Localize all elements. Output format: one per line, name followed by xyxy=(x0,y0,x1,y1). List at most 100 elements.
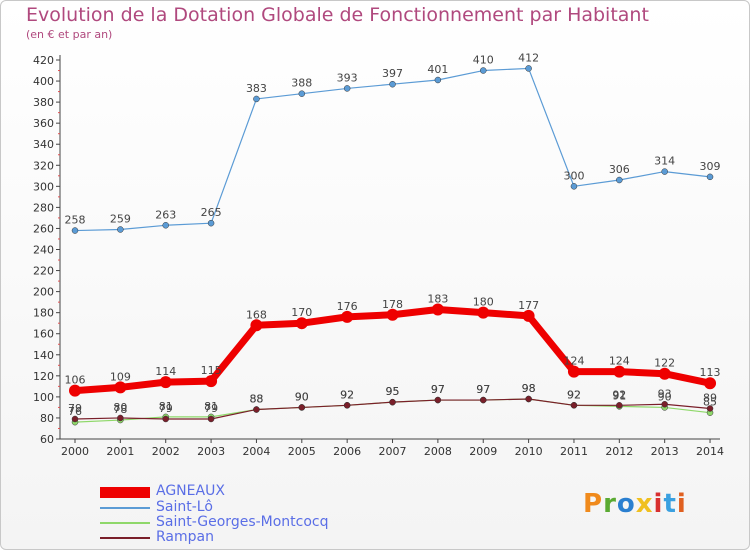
x-tick-label: 2004 xyxy=(242,445,270,458)
data-point-saint-lo xyxy=(298,90,306,97)
data-point-saint-lo xyxy=(207,219,215,227)
data-label-rampan: 79 xyxy=(159,402,173,415)
data-label-saint-lo: 258 xyxy=(65,214,86,227)
y-tick-label: 80 xyxy=(40,412,54,425)
data-label-saint-lo: 306 xyxy=(609,163,630,176)
y-tick-label: 420 xyxy=(33,54,54,67)
data-label-saint-georges-montcocq: 81 xyxy=(204,400,218,413)
data-label-saint-georges-montcocq: 90 xyxy=(295,390,309,403)
chart-title: Evolution de la Dotation Globale de Fonc… xyxy=(26,4,649,26)
data-label-agneaux: 178 xyxy=(382,298,403,311)
x-tick-label: 2008 xyxy=(424,445,452,458)
data-point-saint-lo xyxy=(71,227,79,234)
data-point-agneaux xyxy=(250,319,263,332)
data-label-rampan: 95 xyxy=(386,385,400,398)
y-tick-label: 300 xyxy=(33,180,54,193)
logo-letter: P xyxy=(583,489,604,519)
legend-label-agneaux: AGNEAUX xyxy=(156,483,225,499)
data-point-saint-lo xyxy=(389,80,396,88)
chart-subtitle: (en € et par an) xyxy=(26,28,113,41)
x-tick-label: 2006 xyxy=(333,445,361,458)
data-label-saint-lo: 259 xyxy=(110,212,131,225)
data-label-rampan: 92 xyxy=(567,388,581,401)
data-label-agneaux: 168 xyxy=(246,308,267,321)
data-label-saint-georges-montcocq: 98 xyxy=(522,382,536,395)
data-label-saint-georges-montcocq: 88 xyxy=(249,393,263,406)
y-tick-label: 340 xyxy=(33,138,54,151)
data-point-agneaux xyxy=(704,377,717,390)
data-label-rampan: 89 xyxy=(703,391,717,404)
data-label-saint-georges-montcocq: 92 xyxy=(567,388,581,401)
data-label-saint-lo: 393 xyxy=(337,71,358,84)
x-tick-label: 2012 xyxy=(605,445,633,458)
data-point-agneaux xyxy=(341,310,354,323)
data-label-rampan: 79 xyxy=(68,402,82,415)
data-label-agneaux: 122 xyxy=(654,357,675,370)
data-label-saint-georges-montcocq: 90 xyxy=(658,390,672,403)
data-label-saint-lo: 388 xyxy=(291,77,312,90)
x-tick-label: 2003 xyxy=(197,445,225,458)
data-label-agneaux: 115 xyxy=(201,364,222,377)
logo-letter: r xyxy=(603,489,617,519)
logo-letter: x xyxy=(635,489,654,519)
data-point-agneaux xyxy=(386,308,399,321)
data-point-rampan xyxy=(343,402,351,409)
data-label-agneaux: 180 xyxy=(473,296,494,309)
legend-item-saint-georges-montcocq: Saint-Georges-Montcocq xyxy=(100,514,400,531)
data-point-rampan xyxy=(207,415,215,423)
x-tick-label: 2007 xyxy=(379,445,407,458)
data-label-saint-georges-montcocq: 85 xyxy=(703,396,717,409)
data-label-rampan: 88 xyxy=(249,393,263,406)
data-label-saint-lo: 383 xyxy=(246,82,267,95)
data-label-saint-lo: 314 xyxy=(654,155,675,168)
data-point-rampan xyxy=(71,415,79,423)
data-point-agneaux xyxy=(114,381,127,394)
legend-swatch-saint-lo xyxy=(100,507,150,509)
data-point-agneaux xyxy=(477,306,490,319)
data-point-saint-lo xyxy=(661,168,668,175)
y-tick-label: 220 xyxy=(33,265,54,278)
data-point-saint-lo xyxy=(343,85,351,92)
series-line-saint-lo xyxy=(74,67,711,232)
data-label-saint-lo: 412 xyxy=(518,51,539,64)
data-label-agneaux: 113 xyxy=(700,366,721,379)
data-point-rampan xyxy=(298,404,306,411)
data-point-rampan xyxy=(389,398,396,406)
data-point-agneaux xyxy=(205,375,218,388)
data-point-saint-lo xyxy=(479,67,487,74)
legend-item-saint-lo: Saint-Lô xyxy=(100,499,400,516)
data-label-saint-georges-montcocq: 97 xyxy=(476,383,490,396)
data-point-rampan xyxy=(479,396,487,404)
data-label-rampan: 92 xyxy=(340,388,354,401)
data-point-rampan xyxy=(117,414,124,422)
data-point-agneaux xyxy=(567,365,580,378)
legend-swatch-rampan xyxy=(100,537,150,539)
data-point-rampan xyxy=(570,402,578,409)
x-tick-label: 2000 xyxy=(61,445,89,458)
legend-swatch-agneaux xyxy=(100,487,150,498)
data-label-rampan: 92 xyxy=(612,388,626,401)
data-point-saint-lo xyxy=(434,76,442,84)
y-tick-label: 120 xyxy=(33,370,54,383)
data-label-agneaux: 114 xyxy=(155,365,176,378)
logo-letter: i xyxy=(676,489,687,519)
data-point-saint-lo xyxy=(570,183,578,190)
x-tick-label: 2002 xyxy=(152,445,180,458)
y-tick-label: 160 xyxy=(33,328,54,341)
x-tick-label: 2010 xyxy=(515,445,543,458)
line-chart: 60 80 100 120 140 160 180 200 220 240 260 280 300 320… xyxy=(33,51,724,458)
data-point-agneaux xyxy=(522,309,535,322)
data-point-rampan xyxy=(525,395,532,403)
data-label-saint-georges-montcocq: 95 xyxy=(386,385,400,398)
data-label-agneaux: 177 xyxy=(518,299,539,312)
y-tick-label: 100 xyxy=(33,391,54,404)
data-point-saint-lo xyxy=(253,95,260,103)
data-point-rampan xyxy=(706,405,714,412)
legend-item-agneaux: AGNEAUX xyxy=(100,483,400,500)
y-tick-label: 240 xyxy=(33,244,54,257)
y-tick-label: 280 xyxy=(33,201,54,214)
data-point-rampan xyxy=(162,415,169,423)
data-label-saint-lo: 300 xyxy=(563,169,584,182)
data-point-saint-lo xyxy=(162,222,169,229)
y-tick-label: 360 xyxy=(33,117,54,130)
